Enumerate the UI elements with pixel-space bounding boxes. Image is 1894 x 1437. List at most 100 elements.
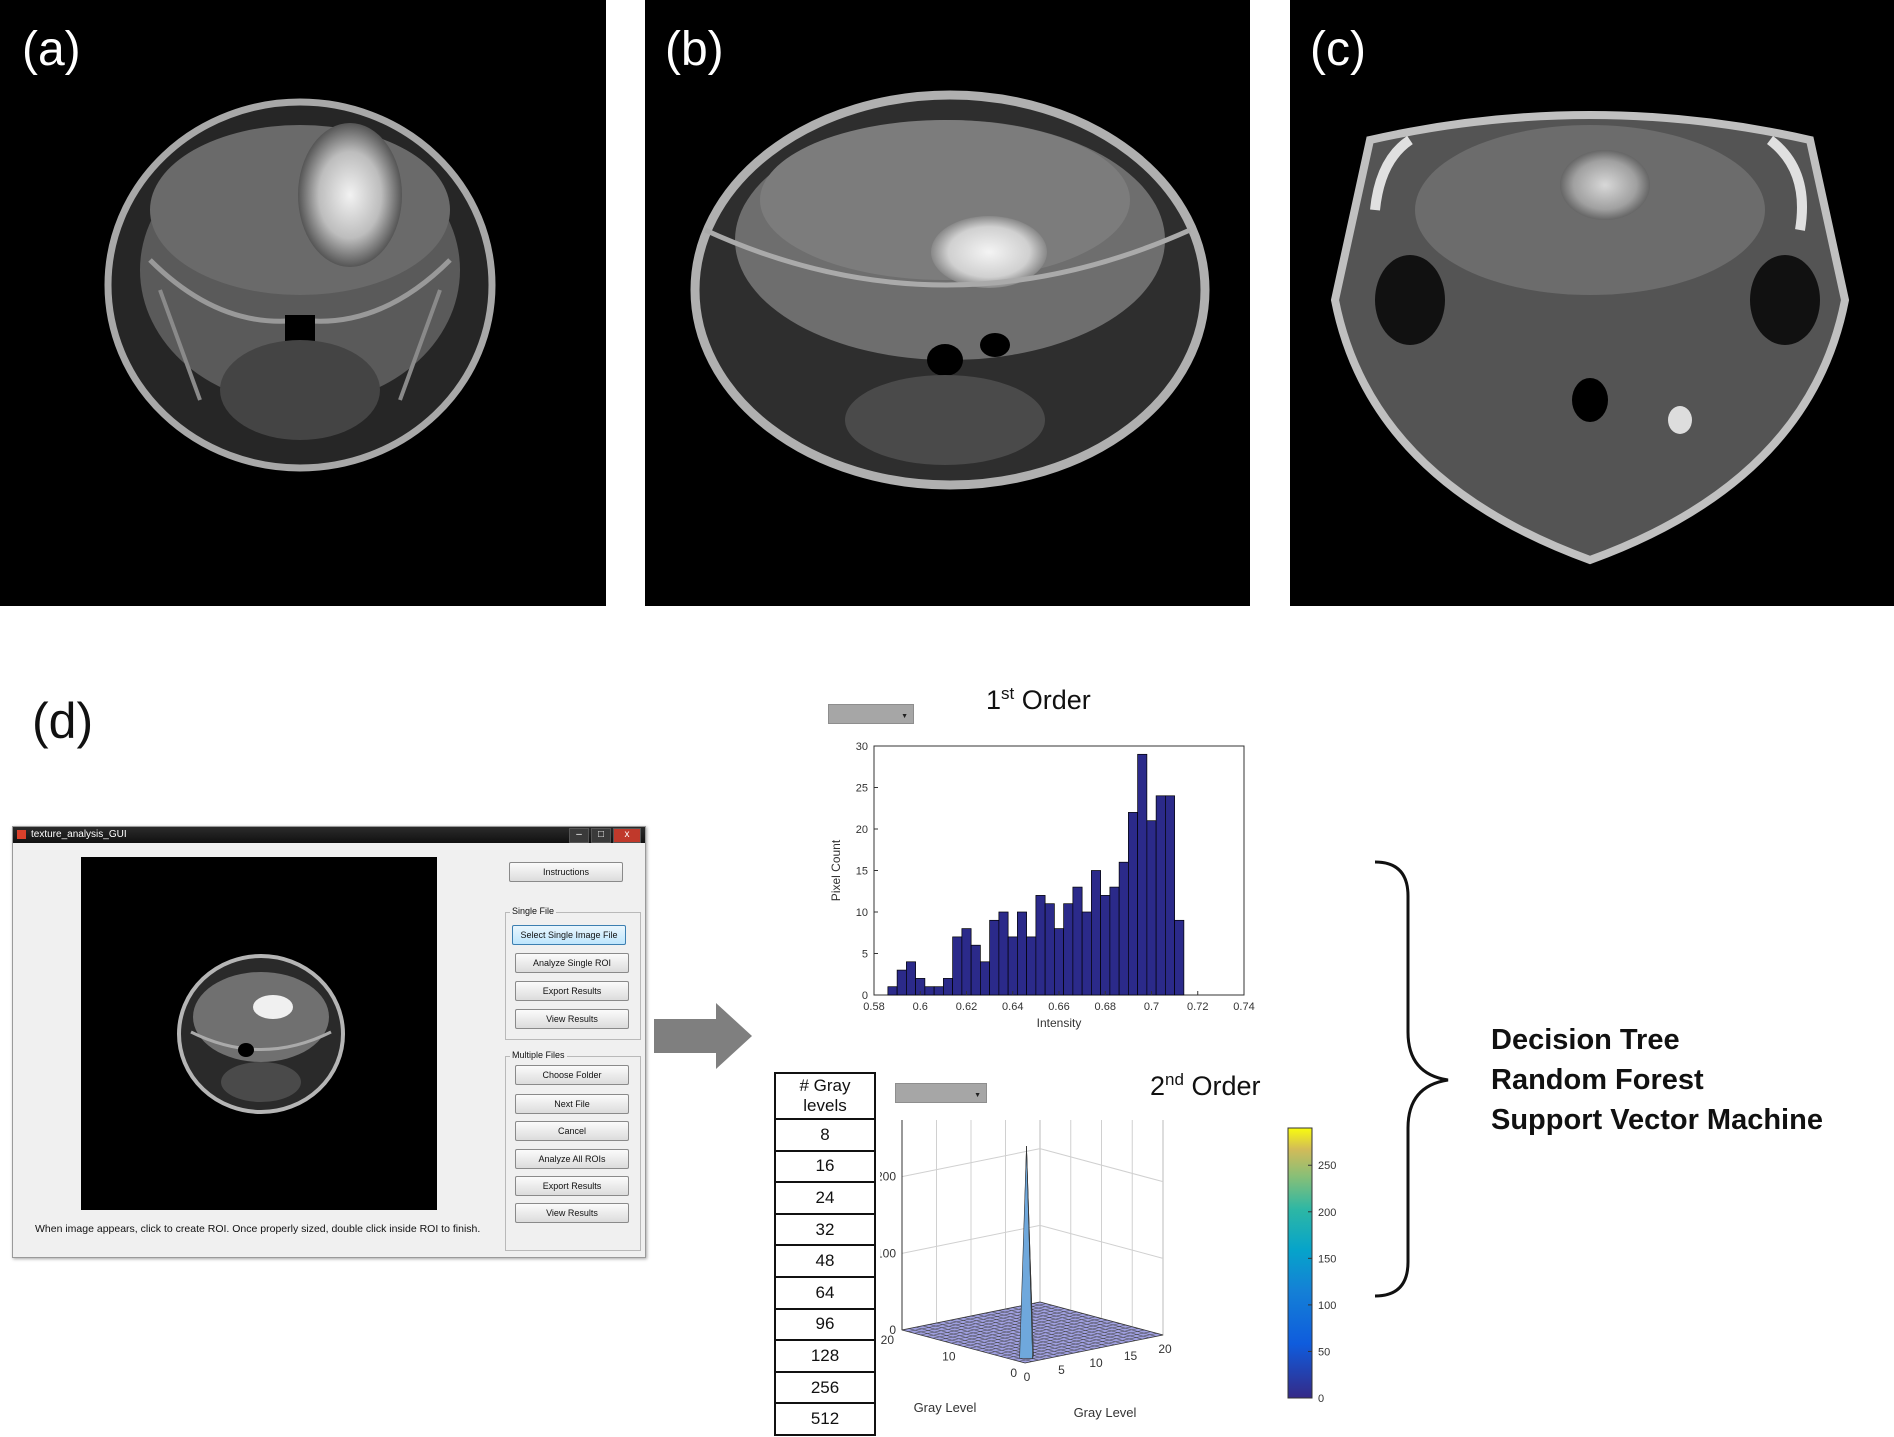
histogram-bar [906, 961, 916, 996]
y-tick-label: 20 [881, 1333, 895, 1347]
x-tick-label: 0.66 [1048, 1001, 1069, 1013]
histogram-bar [1155, 795, 1166, 996]
gray-level-cell: 96 [774, 1307, 876, 1342]
mri-image-a [104, 98, 496, 472]
histogram-bar [1081, 911, 1092, 996]
gray-levels-table: # Gray levels 8 16 24 32 48 64 96 128 256 512 [774, 1072, 876, 1436]
window-titlebar[interactable]: texture_analysis_GUI – □ x [13, 827, 645, 843]
z-tick-label: 100 [880, 1246, 896, 1260]
single-file-group: Single File Select Single Image File Ana… [505, 906, 641, 1040]
chevron-down-icon: ▼ [974, 1092, 981, 1099]
arrow-right-icon [654, 1003, 752, 1069]
x-tick-label: 15 [1124, 1349, 1138, 1363]
x-tick-label: 0.72 [1187, 1001, 1208, 1013]
second-order-title: 2nd Order [1150, 1070, 1261, 1101]
maximize-button[interactable]: □ [591, 828, 611, 843]
first-order-dropdown[interactable]: ▼ [828, 704, 914, 724]
classifier-svm: Support Vector Machine [1491, 1104, 1823, 1136]
gray-level-cell: 32 [774, 1212, 876, 1247]
mesh-line [1012, 1307, 1136, 1341]
mesh-line [1026, 1304, 1150, 1339]
histogram-bar [1063, 903, 1074, 996]
chevron-down-icon: ▼ [901, 713, 908, 720]
view-results-single-button[interactable]: View Results [515, 1009, 629, 1029]
export-results-multiple-button[interactable]: Export Results [515, 1176, 629, 1196]
y-axis-label: Gray Level [914, 1400, 977, 1415]
gray-level-cell: 64 [774, 1275, 876, 1310]
histogram-bar [1100, 895, 1111, 996]
histogram-bar [1054, 928, 1064, 996]
classifier-decision-tree: Decision Tree [1491, 1024, 1680, 1056]
mesh-line [1019, 1305, 1143, 1340]
histogram-bar [1091, 870, 1101, 996]
window-title: texture_analysis_GUI [31, 829, 127, 840]
histogram-bar [924, 986, 935, 996]
gray-levels-header: # Gray levels [774, 1072, 876, 1120]
image-display-area[interactable] [81, 857, 437, 1210]
z-tick-label: 200 [880, 1170, 896, 1184]
histogram-bar [952, 936, 963, 996]
mesh-line [938, 1311, 1077, 1341]
mesh-line [977, 1314, 1101, 1348]
analyze-all-rois-button[interactable]: Analyze All ROIs [515, 1149, 629, 1169]
second-order-surface-plot: 0100200300Count0510152001020Gray LevelGr… [880, 1120, 1172, 1420]
cancel-button[interactable]: Cancel [515, 1121, 629, 1141]
colorbar: 0 50 100 150 200 250 [1287, 1127, 1336, 1404]
minimize-button[interactable]: – [569, 828, 589, 843]
gray-level-cell: 128 [774, 1339, 876, 1373]
x-tick-label: 10 [1089, 1356, 1103, 1370]
y-tick-label: 10 [856, 907, 868, 919]
histogram-bar [1007, 936, 1018, 996]
mri-image-c [1330, 111, 1850, 565]
histogram-bar [887, 986, 898, 996]
colorbar-tick-label: 250 [1318, 1160, 1336, 1172]
multiple-files-group-title: Multiple Files [510, 1050, 567, 1060]
instructions-button[interactable]: Instructions [509, 862, 623, 882]
multiple-files-group: Multiple Files Choose Folder Next File C… [505, 1050, 641, 1251]
histogram-bar [998, 911, 1009, 996]
analyze-single-roi-button[interactable]: Analyze Single ROI [515, 953, 629, 973]
x-tick-label: 0.62 [956, 1001, 977, 1013]
x-tick-label: 0.7 [1144, 1001, 1159, 1013]
colorbar-tick-label: 150 [1318, 1253, 1336, 1265]
colorbar-tick-label: 0 [1318, 1393, 1324, 1404]
select-single-image-file-button[interactable]: Select Single Image File [512, 925, 626, 945]
mri-panel-b: (b) [645, 0, 1250, 606]
x-tick-label: 0.68 [1095, 1001, 1116, 1013]
colorbar-tick-label: 200 [1318, 1207, 1336, 1219]
mri-panel-a: (a) [0, 0, 606, 606]
second-order-dropdown[interactable]: ▼ [895, 1083, 987, 1103]
gray-level-cell: 256 [774, 1370, 876, 1405]
export-results-single-button[interactable]: Export Results [515, 981, 629, 1001]
next-file-button[interactable]: Next File [515, 1094, 629, 1114]
mesh-line [991, 1311, 1115, 1346]
peak-face [1026, 1146, 1034, 1359]
colorbar-tick-label: 50 [1318, 1346, 1330, 1358]
gui-mri-image [177, 954, 345, 1114]
histogram-bar [1044, 903, 1055, 996]
y-tick-label: 30 [856, 741, 868, 753]
x-axis-label: Gray Level [1074, 1405, 1137, 1420]
histogram-bar [989, 919, 1000, 996]
close-button[interactable]: x [613, 828, 641, 843]
histogram-bar [1137, 753, 1148, 996]
x-tick-label: 0.6 [913, 1001, 928, 1013]
histogram-bar [970, 944, 981, 996]
gray-level-cell: 24 [774, 1181, 876, 1215]
view-results-multiple-button[interactable]: View Results [515, 1203, 629, 1223]
panel-label-c: (c) [1310, 23, 1366, 76]
histogram-bar [1128, 812, 1138, 996]
x-axis-label: Intensity [1037, 1016, 1082, 1030]
mesh-line [1033, 1303, 1157, 1337]
histogram-bar [961, 928, 972, 996]
x-tick-label: 0.58 [863, 1001, 884, 1013]
mesh-line [945, 1313, 1084, 1342]
mesh-line [926, 1308, 1065, 1337]
mri-panel-c: (c) [1290, 0, 1894, 606]
y-axis-label: Pixel Count [829, 839, 843, 901]
first-order-histogram: 0.58 0.6 0.62 0.64 0.66 0.68 0.7 0.72 0.74 0 5 10 15… [829, 741, 1255, 1030]
choose-folder-button[interactable]: Choose Folder [515, 1065, 629, 1085]
histogram-bar [1017, 911, 1027, 996]
y-tick-label: 20 [856, 824, 868, 836]
x-tick-label: 5 [1058, 1363, 1065, 1377]
